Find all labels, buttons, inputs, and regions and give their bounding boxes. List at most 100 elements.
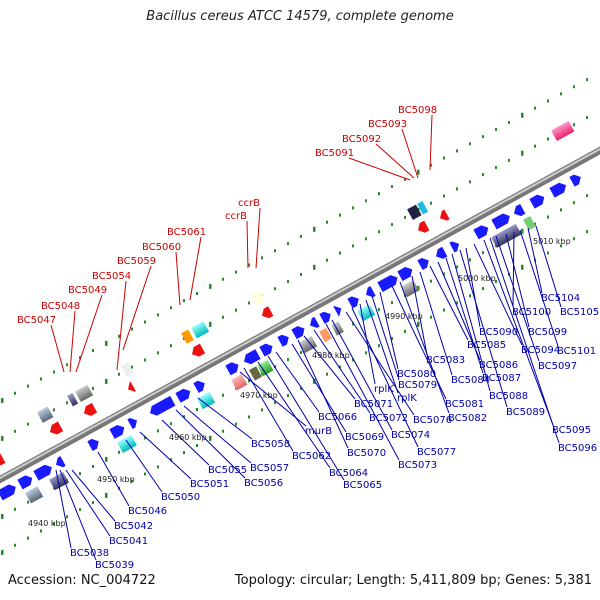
tick-dot — [79, 356, 81, 360]
gene-box-upper — [67, 392, 79, 407]
leader-line — [246, 220, 249, 269]
gene-label-reverse: BC5047 — [17, 315, 56, 326]
leader-line — [69, 310, 76, 373]
tick-dot — [430, 163, 432, 167]
leader-line — [97, 451, 130, 507]
gene-box — [249, 366, 262, 381]
tick-dot — [209, 321, 212, 327]
leader-line — [183, 405, 252, 464]
tick-dot — [118, 372, 120, 376]
leader-line — [429, 265, 469, 341]
tick-dot — [547, 99, 549, 103]
tick-dot — [209, 283, 212, 289]
gene-label-forward: BC5101 — [557, 346, 596, 357]
tick-dot — [196, 291, 198, 295]
tick-dot — [391, 337, 393, 341]
tick-dot — [339, 213, 341, 217]
forward-gene-arrow — [277, 334, 289, 347]
gene-label-forward: BC5074 — [391, 430, 430, 441]
tick-dot — [287, 394, 289, 398]
tick-dot — [378, 230, 380, 234]
kbp-tick-label: 5000 kbp — [458, 274, 496, 283]
gene-label-forward: BC5070 — [347, 448, 386, 459]
tick-dot — [261, 256, 263, 260]
gene-label-forward: BC5104 — [541, 293, 580, 304]
tick-dot — [287, 358, 289, 362]
tick-dot — [118, 450, 120, 454]
kbp-tick-label: 4950 kbp — [97, 475, 135, 484]
leader-line — [429, 114, 433, 171]
gene-box-upper — [251, 290, 266, 306]
leader-line — [459, 249, 508, 408]
map-title: Bacillus cereus ATCC 14579, complete gen… — [146, 9, 454, 24]
tick-dot — [573, 201, 575, 205]
tick-dot — [417, 285, 420, 291]
tick-dot — [53, 370, 55, 374]
tick-dot — [66, 401, 68, 405]
leader-line — [527, 227, 543, 294]
leader-line — [512, 231, 515, 308]
gene-label-reverse: BC5093 — [368, 119, 407, 130]
gene-box — [231, 374, 248, 391]
gene-label-reverse: BC5098 — [398, 105, 437, 116]
leader-line — [297, 339, 349, 449]
gene-box — [117, 434, 137, 453]
gene-box-upper — [407, 204, 422, 220]
gene-label-forward: BC5046 — [128, 506, 167, 517]
tick-dot — [105, 456, 108, 462]
gene-box — [197, 391, 216, 410]
tick-dot — [40, 377, 42, 381]
tick-dot — [378, 192, 380, 196]
tick-dot — [79, 508, 81, 512]
tick-dot — [183, 451, 185, 455]
forward-gene-arrow — [377, 275, 398, 292]
gene-label-reverse: ccrB — [225, 211, 247, 222]
tick-dot — [521, 112, 524, 118]
leader-line — [505, 233, 530, 328]
tick-dot — [443, 308, 445, 312]
genome-backbone — [0, 146, 600, 484]
tick-dot — [157, 351, 159, 355]
gene-label-forward: BC5090 — [479, 327, 518, 338]
forward-gene-arrow — [175, 388, 191, 403]
leader-line — [359, 303, 376, 385]
topology-text: Topology: circular; Length: 5,411,809 bp… — [234, 573, 592, 588]
gene-label-forward: BC5076 — [413, 415, 452, 426]
gene-label-forward: BC5039 — [95, 560, 134, 571]
tick-dot — [131, 479, 133, 483]
backbone-line — [0, 146, 600, 484]
tick-dot — [547, 137, 549, 141]
gene-box — [49, 472, 69, 491]
leader-line — [495, 235, 540, 362]
tick-dot — [417, 169, 420, 175]
tick-dot — [92, 387, 94, 391]
leader-line — [535, 225, 562, 308]
tick-dot — [469, 142, 471, 146]
tick-dot — [482, 135, 484, 139]
tick-dot — [586, 230, 588, 234]
tick-dot — [521, 228, 524, 234]
forward-gene-arrow — [225, 362, 239, 376]
tick-dot — [443, 272, 445, 276]
tick-dot — [131, 365, 133, 369]
tick-dot — [222, 429, 224, 433]
tick-dot — [287, 280, 289, 284]
leader-line — [267, 355, 345, 481]
tick-dot — [183, 299, 185, 303]
forward-gene-arrow — [417, 257, 429, 271]
gene-label-forward: BC5082 — [448, 413, 487, 424]
tick-dot — [170, 306, 172, 310]
gene-label-forward: BC5096 — [558, 443, 597, 454]
reverse-gene-arrow — [418, 220, 430, 233]
kbp-tick-labels: 4940 kbp 4950 kbp 4960 kbp 4970 kbp 4980 kbp… — [28, 237, 571, 528]
tick-dot — [352, 322, 354, 326]
tick-dot — [248, 379, 250, 383]
kbp-tick-label: 4940 kbp — [28, 519, 66, 528]
tick-dot — [222, 393, 224, 397]
tick-dot — [378, 308, 380, 312]
tick-dot — [560, 244, 562, 248]
tick-dot — [300, 272, 302, 276]
tick-dot — [300, 386, 302, 390]
tick-dot — [53, 408, 55, 412]
leader-line — [116, 280, 127, 371]
